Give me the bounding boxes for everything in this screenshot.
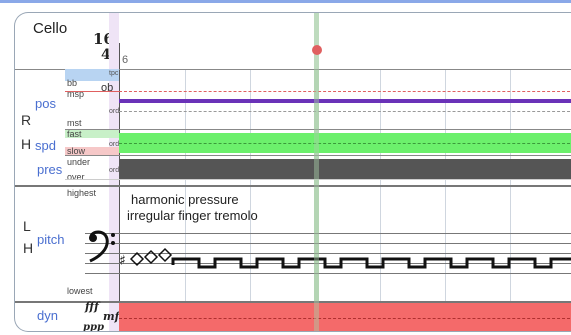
pos-ob-dashed-line <box>119 91 571 92</box>
pos-value-bar[interactable] <box>119 99 571 103</box>
spd-fast-band <box>65 130 119 138</box>
header-separator <box>15 69 571 70</box>
selection-column <box>109 13 119 331</box>
spd-row-separator <box>65 155 571 156</box>
instrument-name: Cello <box>33 20 68 37</box>
pos-top-band <box>65 69 119 81</box>
pres-level-over: over <box>67 172 85 182</box>
pos-level-msp: msp <box>67 89 85 99</box>
dyn-value-fill[interactable] <box>119 303 571 331</box>
pos-level-mst: mst <box>67 118 82 128</box>
playhead-handle[interactable] <box>312 45 322 55</box>
pitch-annotation-harmonic: harmonic pressure <box>131 192 239 207</box>
grid-line <box>380 69 381 331</box>
rh-letter-h: H <box>21 136 32 152</box>
playhead-overlay <box>314 69 319 331</box>
bass-clef-icon <box>87 229 117 270</box>
pos-level-bb: bb <box>67 78 78 88</box>
pitch-range-lowest: lowest <box>67 286 93 296</box>
instrument-panel: Cello 16 4 6 R H pos tpc bb ob msp ord m… <box>14 12 571 332</box>
grid-line <box>445 69 446 331</box>
pitch-row-label[interactable]: pitch <box>37 232 65 247</box>
pos-ob-label-line <box>65 91 119 92</box>
spd-level-ord: ord <box>109 141 120 148</box>
grid-line <box>250 69 251 331</box>
start-barline <box>119 43 120 331</box>
pres-row-label[interactable]: pres <box>37 162 63 177</box>
pitch-annotation-tremolo: irregular finger tremolo <box>127 208 258 223</box>
pitch-section-separator <box>15 301 571 303</box>
svg-text:♯: ♯ <box>119 253 126 269</box>
spd-slow-band <box>65 147 119 155</box>
time-signature-numerator: 16 <box>93 30 114 48</box>
tremolo-notation[interactable]: ♯ <box>119 243 571 288</box>
dyn-row-label[interactable]: dyn <box>37 308 58 323</box>
pres-row-separator <box>65 179 571 180</box>
staff-line <box>85 263 571 264</box>
staff-line <box>85 243 571 244</box>
staff-line <box>85 273 571 274</box>
pos-row-separator <box>65 129 571 130</box>
spd-level-fast: fast <box>67 129 82 139</box>
grid-line <box>510 69 511 331</box>
time-signature-denominator: 4 <box>101 47 111 63</box>
pres-level-under: under <box>67 157 91 167</box>
spd-row-label[interactable]: spd <box>35 138 56 153</box>
lh-letter-l: L <box>23 218 31 234</box>
pos-level-tpc: tpc <box>109 70 119 77</box>
spd-ord-dashed-line <box>119 143 571 144</box>
pos-row-label[interactable]: pos <box>35 96 56 111</box>
dyn-mf-dashed-line <box>119 318 571 319</box>
pos-level-ord: ord <box>109 108 120 115</box>
lh-letter-h: H <box>23 240 34 256</box>
measure-number: 6 <box>122 54 129 66</box>
staff-line <box>85 253 571 254</box>
rh-letter-r: R <box>21 112 32 128</box>
pitch-range-highest: highest <box>67 188 97 198</box>
staff-line <box>85 233 571 234</box>
rh-section-separator <box>15 185 571 187</box>
spd-level-slow: slow <box>67 146 86 156</box>
dyn-mark-fff: fff <box>85 300 99 313</box>
pos-level-ob: ob <box>101 82 114 94</box>
grid-line <box>185 69 186 331</box>
top-accent-bar <box>0 0 571 3</box>
pres-level-ord: ord <box>109 167 120 174</box>
dyn-mark-mf: mf <box>103 310 120 323</box>
dyn-mark-ppp: ppp <box>83 322 104 332</box>
pres-value-fill[interactable] <box>119 159 571 179</box>
pos-ord-dashed-line <box>119 111 571 112</box>
